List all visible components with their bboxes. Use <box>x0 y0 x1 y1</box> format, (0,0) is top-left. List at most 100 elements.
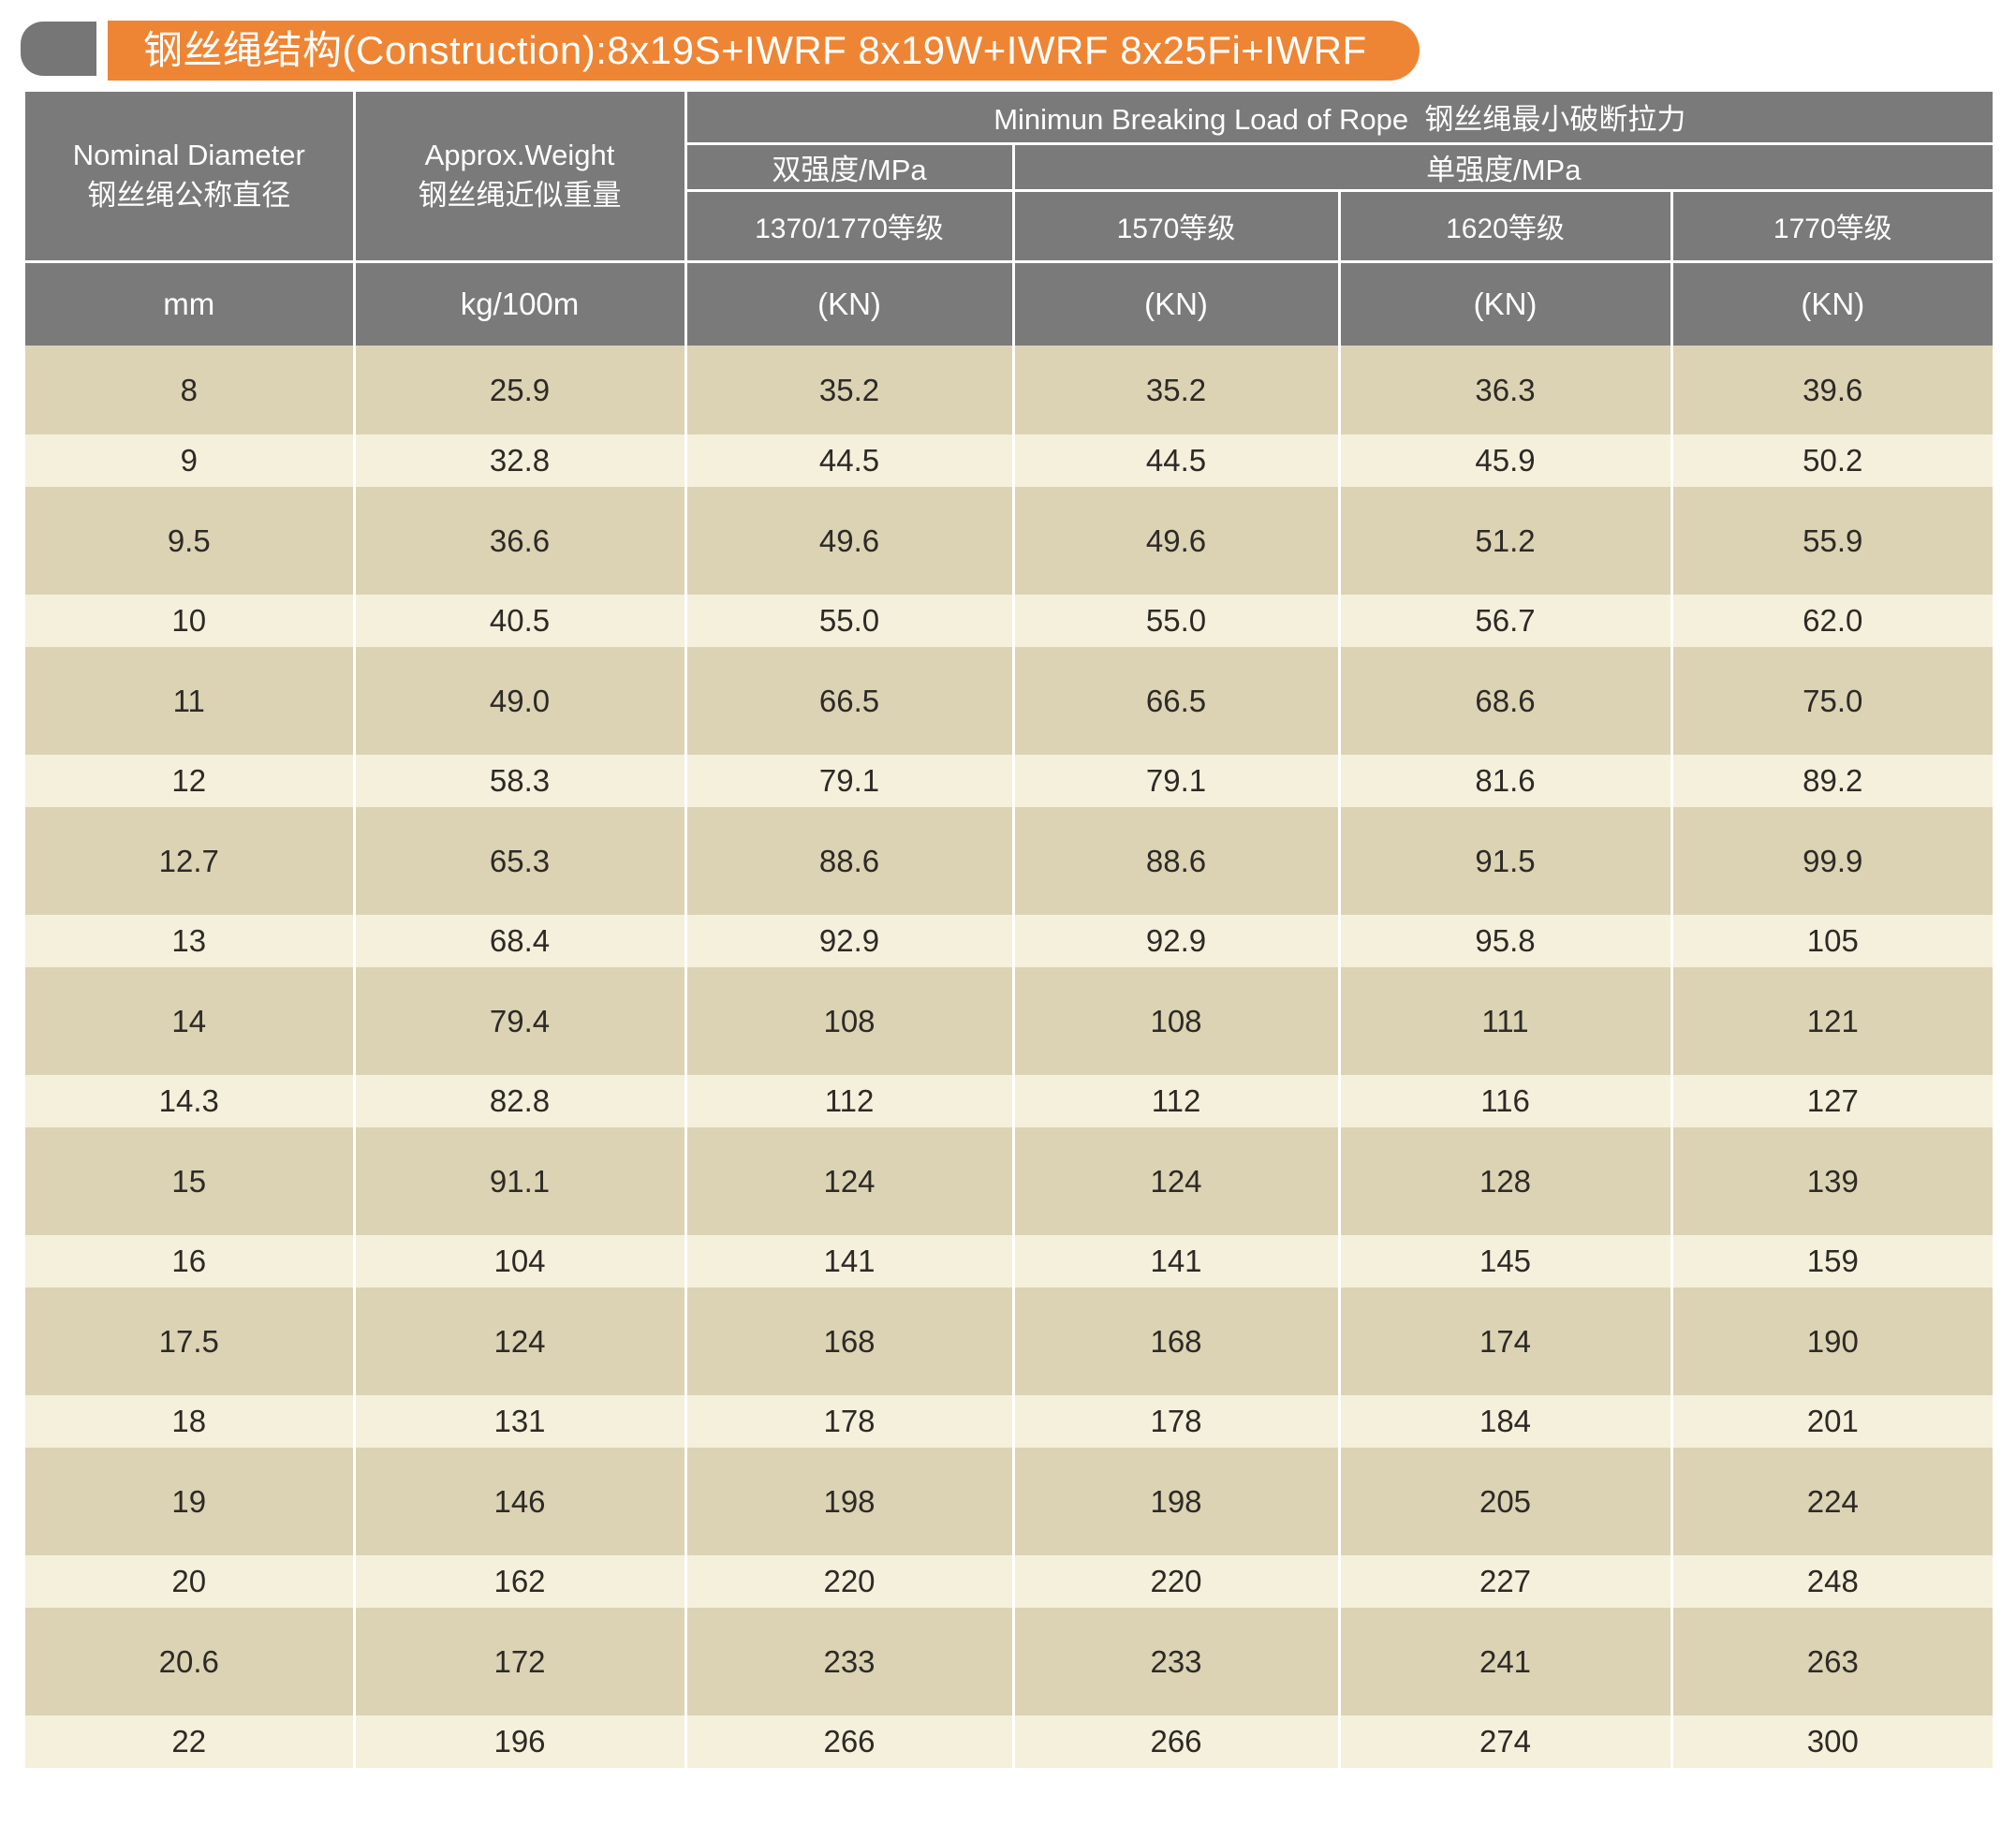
header-unit-cell: (KN) <box>1013 261 1341 346</box>
load-value-cell: 220 <box>1013 1555 1341 1608</box>
table-row: 9.5 36.6 49.6 49.6 51.2 55.9 <box>25 487 1994 595</box>
load-value-cell: 39.6 <box>1671 346 1994 434</box>
table-row: 8 25.9 35.2 35.2 36.3 39.6 <box>25 346 1994 434</box>
load-value-cell: 159 <box>1671 1235 1994 1288</box>
header-row-breaking-load: Nominal Diameter 钢丝绳公称直径 Approx.Weight 钢… <box>25 92 1994 263</box>
diameter-cell: 22 <box>25 1715 356 1768</box>
diameter-cell: 12 <box>25 755 356 807</box>
rope-spec-table: Nominal Diameter 钢丝绳公称直径 Approx.Weight 钢… <box>25 92 1994 1768</box>
weight-cell: 104 <box>354 1235 687 1288</box>
header-approx-weight-cell: Approx.Weight 钢丝绳近似重量 <box>354 92 687 263</box>
load-value-cell: 49.6 <box>1013 487 1341 595</box>
load-value-cell: 75.0 <box>1671 647 1994 755</box>
load-value-cell: 300 <box>1671 1715 1994 1768</box>
load-value-cell: 92.9 <box>1013 915 1341 967</box>
header-row-grades: 1370/1770等级 1570等级 1620等级 1770等级 <box>25 190 1994 263</box>
load-value-cell: 108 <box>685 967 1015 1075</box>
table-row: 9 32.8 44.5 44.5 45.9 50.2 <box>25 434 1994 487</box>
weight-cell: 65.3 <box>354 807 687 915</box>
load-value-cell: 99.9 <box>1671 807 1994 915</box>
load-value-cell: 127 <box>1671 1075 1994 1127</box>
table-row: 12 58.3 79.1 79.1 81.6 89.2 <box>25 755 1994 807</box>
load-value-cell: 116 <box>1339 1075 1673 1127</box>
weight-cell: 131 <box>354 1395 687 1448</box>
weight-cell: 36.6 <box>354 487 687 595</box>
load-value-cell: 248 <box>1671 1555 1994 1608</box>
weight-cell: 49.0 <box>354 647 687 755</box>
header-nominal-diameter-cell: Nominal Diameter 钢丝绳公称直径 <box>25 92 356 263</box>
diameter-cell: 8 <box>25 346 356 434</box>
diameter-cell: 20 <box>25 1555 356 1608</box>
weight-cell: 58.3 <box>354 755 687 807</box>
header-row-units: mm kg/100m (KN) (KN) (KN) (KN) <box>25 261 1994 346</box>
header-row-strength: 双强度/MPa 单强度/MPa <box>25 143 1994 192</box>
load-value-cell: 220 <box>685 1555 1015 1608</box>
load-value-cell: 190 <box>1671 1288 1994 1395</box>
load-value-cell: 121 <box>1671 967 1994 1075</box>
page-title: 钢丝绳结构(Construction):8x19S+IWRF 8x19W+IWR… <box>143 28 1367 72</box>
corner-tab <box>21 22 96 76</box>
load-value-cell: 224 <box>1671 1448 1994 1555</box>
diameter-cell: 9.5 <box>25 487 356 595</box>
load-value-cell: 55.9 <box>1671 487 1994 595</box>
load-value-cell: 274 <box>1339 1715 1673 1768</box>
table-row: 10 40.5 55.0 55.0 56.7 62.0 <box>25 595 1994 647</box>
table-row: 22 196 266 266 274 300 <box>25 1715 1994 1768</box>
table-row: 20 162 220 220 227 248 <box>25 1555 1994 1608</box>
weight-cell: 124 <box>354 1288 687 1395</box>
diameter-cell: 14.3 <box>25 1075 356 1127</box>
header-unit-cell: (KN) <box>1671 261 1994 346</box>
weight-cell: 68.4 <box>354 915 687 967</box>
weight-cell: 82.8 <box>354 1075 687 1127</box>
diameter-cell: 9 <box>25 434 356 487</box>
load-value-cell: 124 <box>1013 1127 1341 1235</box>
load-value-cell: 141 <box>1013 1235 1341 1288</box>
load-value-cell: 36.3 <box>1339 346 1673 434</box>
load-value-cell: 35.2 <box>685 346 1015 434</box>
load-value-cell: 79.1 <box>685 755 1015 807</box>
load-value-cell: 141 <box>685 1235 1015 1288</box>
header-grade-cell: 1770等级 <box>1671 190 1994 263</box>
load-value-cell: 68.6 <box>1339 647 1673 755</box>
load-value-cell: 128 <box>1339 1127 1673 1235</box>
load-value-cell: 139 <box>1671 1127 1994 1235</box>
load-value-cell: 95.8 <box>1339 915 1673 967</box>
load-value-cell: 168 <box>685 1288 1015 1395</box>
load-value-cell: 35.2 <box>1013 346 1341 434</box>
table-row: 17.5 124 168 168 174 190 <box>25 1288 1994 1395</box>
load-value-cell: 49.6 <box>685 487 1015 595</box>
header-grade-cell: 1570等级 <box>1013 190 1341 263</box>
weight-cell: 79.4 <box>354 967 687 1075</box>
load-value-cell: 174 <box>1339 1288 1673 1395</box>
header-nominal-diameter-zh: 钢丝绳公称直径 <box>87 178 291 212</box>
diameter-cell: 20.6 <box>25 1608 356 1715</box>
header-unit-cell: mm <box>25 261 356 346</box>
header-approx-weight-en: Approx.Weight <box>424 138 615 171</box>
diameter-cell: 14 <box>25 967 356 1075</box>
weight-cell: 25.9 <box>354 346 687 434</box>
load-value-cell: 81.6 <box>1339 755 1673 807</box>
table-row: 19 146 198 198 205 224 <box>25 1448 1994 1555</box>
load-value-cell: 112 <box>1013 1075 1341 1127</box>
header-approx-weight-zh: 钢丝绳近似重量 <box>418 178 622 212</box>
load-value-cell: 105 <box>1671 915 1994 967</box>
weight-cell: 162 <box>354 1555 687 1608</box>
load-value-cell: 66.5 <box>1013 647 1341 755</box>
load-value-cell: 233 <box>1013 1608 1341 1715</box>
header-grade-cell: 1370/1770等级 <box>685 190 1015 263</box>
load-value-cell: 55.0 <box>1013 595 1341 647</box>
header-unit-cell: kg/100m <box>354 261 687 346</box>
load-value-cell: 227 <box>1339 1555 1673 1608</box>
diameter-cell: 11 <box>25 647 356 755</box>
load-value-cell: 241 <box>1339 1608 1673 1715</box>
load-value-cell: 88.6 <box>1013 807 1341 915</box>
load-value-cell: 91.5 <box>1339 807 1673 915</box>
weight-cell: 146 <box>354 1448 687 1555</box>
diameter-cell: 15 <box>25 1127 356 1235</box>
diameter-cell: 16 <box>25 1235 356 1288</box>
load-value-cell: 205 <box>1339 1448 1673 1555</box>
diameter-cell: 17.5 <box>25 1288 356 1395</box>
load-value-cell: 168 <box>1013 1288 1341 1395</box>
load-value-cell: 145 <box>1339 1235 1673 1288</box>
